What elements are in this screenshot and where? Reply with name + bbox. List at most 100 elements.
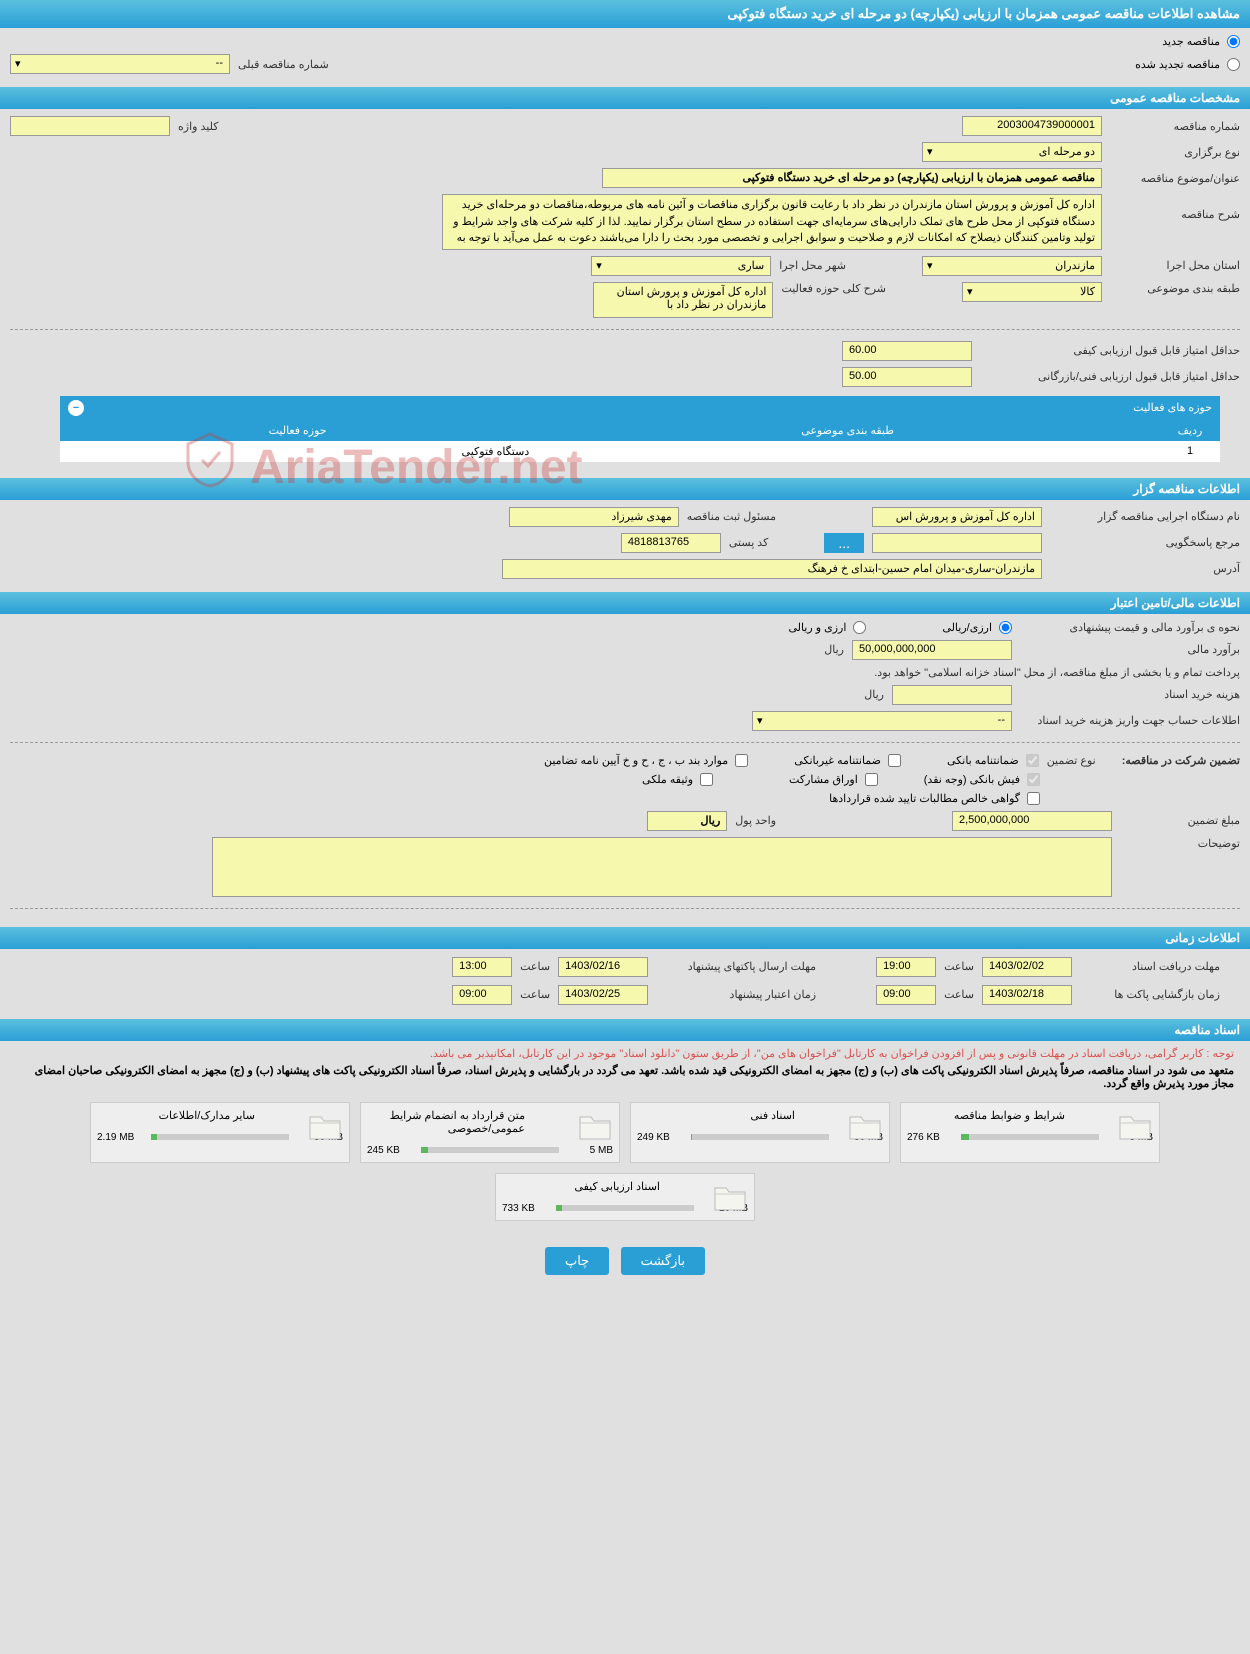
folder-icon xyxy=(847,1109,883,1145)
general-section: شماره مناقصه 2003004739000001 کلید واژه … xyxy=(0,109,1250,472)
min-tech-label: حداقل امتیاز قابل قبول ارزیابی فنی/بازرگ… xyxy=(980,370,1240,383)
new-tender-radio[interactable] xyxy=(1227,35,1240,48)
g-bpchkh-check[interactable] xyxy=(735,754,748,767)
doc-card[interactable]: سایر مدارک/اطلاعات2.19 MB50 MB xyxy=(90,1102,350,1163)
estimate-label: برآورد مالی xyxy=(1020,643,1240,656)
rial-opt-wrap[interactable]: ارزی/ریالی xyxy=(942,621,1012,634)
time-section: مهلت دریافت اسناد 1403/02/02 ساعت 19:00 … xyxy=(0,949,1250,1013)
separator xyxy=(10,908,1240,909)
notes-label: توضیحات xyxy=(1120,837,1240,850)
packet-deadline-time: 13:00 xyxy=(452,957,512,977)
responder-value xyxy=(872,533,1042,553)
doc-deadline-time: 19:00 xyxy=(876,957,936,977)
min-tech-value: 50.00 xyxy=(842,367,972,387)
docs-notice-1: توجه : کاربر گرامی، دریافت اسناد در مهلت… xyxy=(10,1045,1240,1062)
g-nonbank[interactable]: ضمانتنامه غیربانکی xyxy=(794,754,901,767)
keyword-label: کلید واژه xyxy=(178,120,218,133)
org-label: نام دستگاه اجرایی مناقصه گزار xyxy=(1050,510,1240,523)
page-title: مشاهده اطلاعات مناقصه عمومی همزمان با ار… xyxy=(0,0,1250,28)
city-label: شهر محل اجرا xyxy=(779,259,846,272)
collapse-icon[interactable]: − xyxy=(68,400,84,416)
doc-progress-bar xyxy=(961,1134,1099,1140)
renewed-tender-radio[interactable] xyxy=(1227,58,1240,71)
print-button[interactable]: چاپ xyxy=(545,1247,609,1275)
activity-table-wrap: حوزه های فعالیت − ردیف طبقه بندی موضوعی … xyxy=(60,396,1220,462)
back-button[interactable]: بازگشت xyxy=(621,1247,705,1275)
account-select[interactable]: -- xyxy=(752,711,1012,731)
g-property-check[interactable] xyxy=(700,773,713,786)
type-select[interactable]: دو مرحله ای xyxy=(922,142,1102,162)
min-qual-value: 60.00 xyxy=(842,341,972,361)
currency-opt-wrap[interactable]: ارزی و ریالی xyxy=(788,621,866,634)
province-select[interactable]: مازندران xyxy=(922,256,1102,276)
col-activity: حوزه فعالیت xyxy=(60,420,535,441)
footer-buttons: بازگشت چاپ xyxy=(0,1235,1250,1287)
activity-desc-value: اداره کل آموزش و پرورش استان مازندران در… xyxy=(593,282,773,318)
currency-radio[interactable] xyxy=(853,621,866,634)
rial-radio[interactable] xyxy=(999,621,1012,634)
doc-card[interactable]: اسناد فنی249 KB50 MB xyxy=(630,1102,890,1163)
activity-table-title-bar: حوزه های فعالیت − xyxy=(60,396,1220,420)
doc-used: 245 KB xyxy=(367,1145,415,1156)
validity-label: زمان اعتبار پیشنهاد xyxy=(656,988,816,1001)
g-bonds[interactable]: اوراق مشارکت xyxy=(789,773,878,786)
estimate-value: 50,000,000,000 xyxy=(852,640,1012,660)
time-lbl4: ساعت xyxy=(520,988,550,1001)
min-qual-label: حداقل امتیاز قابل قبول ارزیابی کیفی xyxy=(980,344,1240,357)
new-tender-radio-wrap[interactable]: مناقصه جدید xyxy=(1162,35,1240,48)
money-unit-value: ریال xyxy=(647,811,727,831)
subject-label: عنوان/موضوع مناقصه xyxy=(1110,172,1240,185)
separator xyxy=(10,329,1240,330)
section-docs-header: اسناد مناقصه xyxy=(0,1019,1250,1041)
prev-num-select[interactable]: -- xyxy=(10,54,230,74)
responder-label: مرجع پاسخگویی xyxy=(1050,536,1240,549)
time-lbl2: ساعت xyxy=(520,960,550,973)
doc-deadline-date: 1403/02/02 xyxy=(982,957,1072,977)
g-receivables[interactable]: گواهی خالص مطالبات تایید شده قراردادها xyxy=(829,792,1040,805)
section-holder-header: اطلاعات مناقصه گزار xyxy=(0,478,1250,500)
responder-lookup-button[interactable]: ... xyxy=(824,533,864,553)
g-fish[interactable]: فیش بانکی (وجه نقد) xyxy=(924,773,1040,786)
payment-note: پرداخت تمام و یا بخشی از مبلغ مناقصه، از… xyxy=(874,666,1240,679)
doc-used: 733 KB xyxy=(502,1203,550,1214)
folder-icon xyxy=(307,1109,343,1145)
doc-card[interactable]: شرایط و ضوابط مناقصه276 KB5 MB xyxy=(900,1102,1160,1163)
keyword-input[interactable] xyxy=(10,116,170,136)
guarantee-type-label: نوع تضمین xyxy=(1047,754,1096,767)
new-tender-label: مناقصه جدید xyxy=(1162,35,1220,48)
desc-value: اداره کل آموزش و پرورش استان مازندران در… xyxy=(442,194,1102,250)
separator xyxy=(10,742,1240,743)
address-label: آدرس xyxy=(1050,562,1240,575)
section-general-header: مشخصات مناقصه عمومی xyxy=(0,87,1250,109)
financial-section: نحوه ی برآورد مالی و قیمت پیشنهادی ارزی/… xyxy=(0,614,1250,921)
city-select[interactable]: ساری xyxy=(591,256,771,276)
g-property[interactable]: وثیقه ملکی xyxy=(642,773,713,786)
postal-label: کد پستی xyxy=(729,536,768,549)
renewed-tender-label: مناقصه تجدید شده xyxy=(1135,58,1220,71)
doc-fee-value[interactable] xyxy=(892,685,1012,705)
type-label: نوع برگزاری xyxy=(1110,146,1240,159)
section-financial-header: اطلاعات مالی/تامین اعتبار xyxy=(0,592,1250,614)
guarantee-amount-label: مبلغ تضمین xyxy=(1120,814,1240,827)
currency-opt-label: ارزی و ریالی xyxy=(788,621,846,634)
notes-textarea[interactable] xyxy=(212,837,1112,897)
doc-title: متن قرارداد به انضمام شرایط عمومی/خصوصی xyxy=(367,1109,569,1135)
folder-icon xyxy=(577,1109,613,1145)
renewed-tender-radio-wrap[interactable]: مناقصه تجدید شده xyxy=(1135,58,1240,71)
estimate-method-label: نحوه ی برآورد مالی و قیمت پیشنهادی xyxy=(1020,621,1240,634)
category-select[interactable]: کالا xyxy=(962,282,1102,302)
time-lbl1: ساعت xyxy=(944,960,974,973)
doc-card[interactable]: اسناد ارزیابی کیفی733 KB20 MB xyxy=(495,1173,755,1221)
g-nonbank-check[interactable] xyxy=(888,754,901,767)
address-value: مازندران-ساری-میدان امام حسین-ابتدای خ ف… xyxy=(502,559,1042,579)
packet-deadline-label: مهلت ارسال پاکتهای پیشنهاد xyxy=(656,960,816,973)
g-bpchkh[interactable]: موارد بند ب ، ج ، ح و خ آیین نامه تضامین xyxy=(544,754,748,767)
docs-section: توجه : کاربر گرامی، دریافت اسناد در مهلت… xyxy=(0,1041,1250,1235)
doc-used: 249 KB xyxy=(637,1132,685,1143)
open-time: 09:00 xyxy=(876,985,936,1005)
g-bank[interactable]: ضمانتنامه بانکی xyxy=(947,754,1039,767)
doc-progress-bar xyxy=(691,1134,829,1140)
g-receivables-check[interactable] xyxy=(1027,792,1040,805)
g-bonds-check[interactable] xyxy=(865,773,878,786)
doc-card[interactable]: متن قرارداد به انضمام شرایط عمومی/خصوصی 2… xyxy=(360,1102,620,1163)
